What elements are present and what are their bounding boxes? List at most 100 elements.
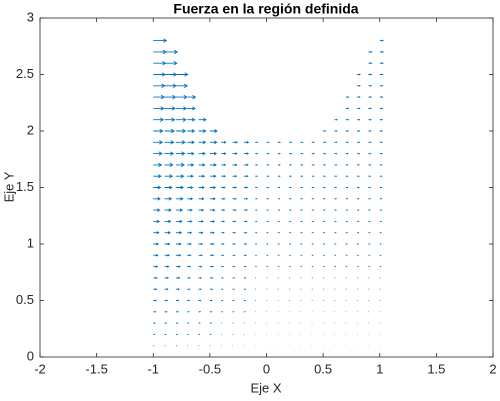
arrow [243,220,248,223]
arrow [311,141,315,144]
y-tick-label: 1 [27,235,34,250]
arrow [368,62,373,65]
arrow [323,220,326,223]
arrow [187,174,194,178]
arrow [334,130,338,132]
arrow [221,265,225,268]
arrow [255,152,259,155]
arrow [175,162,185,167]
arrow [187,311,190,313]
arrow [266,198,270,200]
arrow [232,140,238,144]
arrow [266,209,269,211]
arrow [345,175,349,177]
arrow [198,163,206,167]
arrow [187,265,192,268]
arrow [221,209,226,212]
arrow [198,311,202,313]
arrow [311,198,315,200]
arrow [243,288,247,290]
arrow [187,95,197,100]
arrow [187,288,191,291]
arrow [175,117,187,122]
arrow [153,322,156,324]
arrow [277,141,281,144]
arrow [323,209,326,211]
arrow [175,72,189,77]
arrow [153,231,160,235]
arrow [153,333,156,336]
arrow [153,276,158,280]
arrow [187,208,193,212]
arrow [175,106,188,111]
arrow [153,219,161,224]
arrow [255,186,258,189]
arrow [232,231,237,234]
arrow [198,288,202,291]
arrow [153,128,164,134]
arrow [209,208,216,212]
arrow [175,265,181,268]
arrow [209,163,217,167]
x-tick-label: -1.5 [85,361,107,376]
arrow [153,310,157,313]
arrow [357,198,360,200]
arrow [209,242,215,246]
arrow [209,299,213,302]
arrow [266,152,270,155]
arrow [379,50,384,53]
arrow [153,288,158,291]
arrow [175,83,189,88]
arrow [334,209,337,211]
arrow [379,62,384,65]
arrow [368,141,372,144]
arrow [164,276,170,280]
arrow [198,254,203,257]
arrow [221,152,227,155]
arrow [266,220,269,223]
arrow [164,117,176,122]
arrow [243,243,248,245]
arrow [243,254,247,257]
arrow [323,198,326,200]
arrow [232,163,238,167]
arrow [266,232,269,234]
arrow [334,141,338,144]
arrow [198,117,207,122]
arrow [164,322,168,324]
arrow [187,163,195,167]
arrow [221,186,226,189]
arrow [164,94,177,100]
arrow [209,129,218,133]
arrow [153,253,159,257]
arrow [289,232,292,234]
arrow [175,299,180,302]
x-axis-label: Eje X [250,380,281,395]
arrow [209,231,215,234]
arrow [289,164,293,166]
arrow [164,162,174,167]
arrow [300,220,303,223]
arrow [187,220,193,223]
arrow [243,152,250,155]
arrow [255,209,258,211]
arrow [198,174,206,178]
x-tick-label: -2 [34,361,46,376]
arrow [153,94,165,100]
arrow [379,220,383,223]
arrow [277,186,281,189]
arrow [198,140,207,145]
arrow [379,243,382,245]
arrow [357,84,361,87]
arrow [379,96,384,99]
arrow [368,130,372,132]
x-tick-label: 0.5 [314,361,332,376]
arrow [209,311,213,313]
arrow [334,152,338,155]
arrow [232,277,236,279]
arrow [209,174,217,178]
arrow [232,288,235,290]
arrow [357,141,361,144]
arrow [357,152,361,155]
arrow [289,186,292,189]
